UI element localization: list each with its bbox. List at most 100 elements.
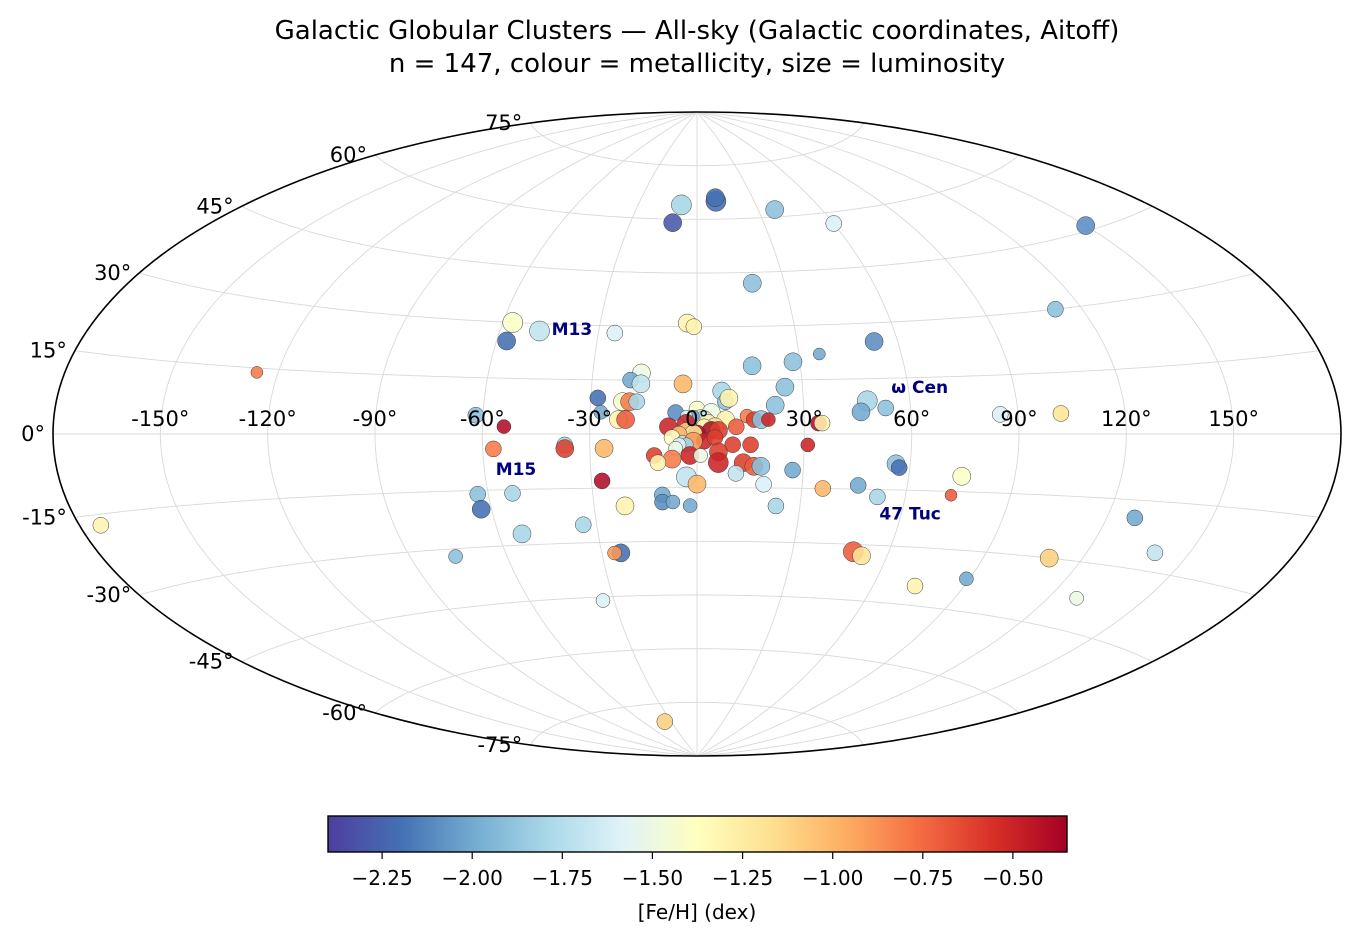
colorbar-tick-label: −0.50 — [982, 866, 1043, 890]
cluster-point — [685, 318, 703, 335]
lon-tick-label: 150° — [1208, 407, 1259, 431]
cluster-point — [727, 465, 745, 482]
cluster-point — [1146, 544, 1164, 562]
cluster-point — [594, 439, 614, 458]
colorbar: −2.25 −2.00 −1.75 −1.50 −1.25 −1.00 −0.75 −0.50… — [327, 815, 1068, 924]
cluster-point — [742, 356, 762, 376]
lat-tick-label: 60° — [330, 143, 367, 167]
cluster-point — [673, 374, 693, 394]
cluster-point — [593, 472, 611, 490]
cluster-point — [813, 414, 831, 432]
lon-tick-label: 120° — [1101, 407, 1152, 431]
chart-subtitle: n = 147, colour = metallicity, size = lu… — [389, 49, 1005, 79]
projection-frame — [52, 111, 1342, 757]
latitude-tick-labels: 75° 60° 45° 30° 15° 0° -15° -30° -45° -60° -75° — [21, 111, 522, 757]
lon-tick-label: 60° — [893, 407, 930, 431]
lon-tick-label: -120° — [239, 407, 297, 431]
cluster-point — [504, 485, 521, 502]
cluster-point — [693, 448, 708, 463]
parallel-line — [374, 648, 1020, 714]
cluster-point — [825, 215, 842, 232]
lon-tick-label: -30° — [567, 407, 612, 431]
cluster-annotation: ω Cen — [891, 378, 948, 398]
cluster-point — [1039, 548, 1059, 568]
lon-tick-label: -150° — [131, 407, 189, 431]
cluster-point — [765, 200, 784, 219]
cluster-point — [512, 524, 532, 544]
lat-tick-label: -60° — [322, 701, 367, 725]
lat-tick-label: 0° — [21, 422, 45, 446]
cluster-point — [761, 412, 776, 427]
parallel-line — [529, 122, 865, 167]
cluster-point — [496, 419, 512, 434]
cluster-point — [628, 393, 645, 410]
cluster-point — [1069, 591, 1084, 606]
cluster-point — [1126, 509, 1144, 527]
cluster-point — [663, 213, 682, 232]
lat-tick-label: 15° — [30, 339, 67, 363]
cluster-point — [724, 436, 741, 453]
cluster-point — [1076, 216, 1095, 235]
lon-tick-label: -90° — [353, 407, 398, 431]
cluster-point — [775, 377, 795, 397]
colorbar-tick-label: −1.25 — [712, 866, 773, 890]
cluster-point — [616, 410, 635, 429]
cluster-point — [575, 516, 592, 533]
cluster-point — [952, 467, 972, 486]
cluster-point — [448, 549, 463, 564]
cluster-point — [469, 485, 486, 503]
cluster-point — [743, 273, 762, 293]
cluster-annotation: 47 Tuc — [879, 504, 940, 524]
cluster-point — [606, 324, 624, 342]
longitude-tick-labels: -150° -120° -90° -60° -30° 0° 30° 60° 90° 120° 150… — [131, 407, 1259, 431]
cluster-point — [497, 331, 516, 351]
cluster-point — [682, 498, 698, 513]
cluster-point — [992, 406, 1009, 423]
colorbar-tick-label: −1.50 — [622, 866, 683, 890]
lat-tick-label: 30° — [94, 261, 131, 285]
cluster-annotations: M13 ω Cen M15 47 Tuc — [496, 320, 948, 524]
cluster-point — [671, 194, 692, 216]
cluster-point — [708, 452, 729, 473]
cluster-point — [800, 437, 816, 453]
cluster-point — [906, 577, 924, 595]
cluster-point — [595, 593, 611, 608]
cluster-point — [656, 713, 674, 730]
parallel-line — [241, 594, 1153, 663]
cluster-point — [92, 517, 110, 534]
lon-tick-label: 90° — [1000, 407, 1037, 431]
cluster-point — [485, 440, 502, 458]
cluster-annotation: M15 — [496, 460, 537, 480]
lat-tick-label: -75° — [477, 733, 522, 757]
cluster-point — [589, 389, 607, 407]
cluster-point — [467, 406, 485, 424]
cluster-point — [851, 402, 871, 422]
cluster-point — [687, 474, 707, 494]
cluster-point — [607, 545, 622, 561]
lat-tick-label: -30° — [86, 583, 131, 607]
colorbar-tick-label: −2.25 — [351, 866, 412, 890]
cluster-point — [615, 496, 635, 516]
parallel-line — [241, 205, 1153, 274]
colorbar-ticks: −2.25 −2.00 −1.75 −1.50 −1.25 −1.00 −0.75 −0.50 — [351, 852, 1044, 890]
cluster-point — [706, 188, 725, 207]
cluster-point — [649, 454, 667, 471]
colorbar-tick-label: −0.75 — [892, 866, 953, 890]
cluster-annotation: M13 — [552, 320, 593, 340]
cluster-point — [471, 499, 491, 519]
lat-tick-label: -45° — [189, 650, 234, 674]
colorbar-tick-label: −1.75 — [532, 866, 593, 890]
cluster-point — [1052, 405, 1070, 422]
lat-tick-label: 75° — [485, 111, 522, 135]
cluster-point — [784, 461, 801, 479]
lat-tick-label: -15° — [22, 505, 67, 529]
parallel-line — [374, 154, 1020, 220]
cluster-point — [765, 395, 785, 415]
chart-title: Galactic Globular Clusters — All-sky (Ga… — [275, 16, 1120, 46]
cluster-point — [728, 418, 745, 436]
parallel-line — [139, 540, 1255, 596]
cluster-point — [502, 312, 523, 333]
cluster-point — [1047, 300, 1064, 318]
cluster-point — [877, 399, 894, 417]
